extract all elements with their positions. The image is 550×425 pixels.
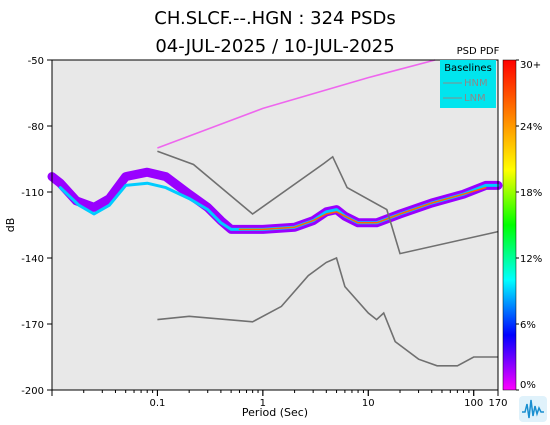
series-lnm-line [157, 256, 498, 367]
y-tick-label: -110 [21, 188, 44, 199]
x-tick-label: 0.1 [149, 398, 165, 409]
x-tick-label: 1 [260, 398, 266, 409]
legend-title: Baselines [444, 63, 492, 74]
y-axis-label: dB [4, 218, 17, 233]
density-layer [47, 167, 503, 234]
y-tick-label: -170 [21, 320, 44, 331]
colorbar-tick-label: 18% [520, 188, 542, 199]
colorbar-ticks: 0% 6% 12% 18% 24% 30+ [516, 59, 542, 391]
baseline-layer [157, 59, 499, 367]
y-axis: -50 -80 -110 -140 -170 -200 [21, 56, 52, 397]
legend: Baselines HNM LNM [440, 60, 496, 108]
x-tick-label: 170 [488, 398, 507, 409]
legend-hnm-label: HNM [464, 78, 488, 89]
density-band-2 [238, 186, 487, 231]
series-upper-bound-line [157, 59, 436, 149]
plot-frame [51, 59, 499, 391]
y-tick-label: -50 [28, 56, 44, 67]
colorbar [502, 59, 517, 391]
logo-icon [519, 396, 547, 422]
colorbar-tick-label: 6% [520, 320, 536, 331]
series-hnm-line [157, 150, 499, 255]
x-tick-label: 100 [464, 398, 483, 409]
colorbar-tick-label: 30+ [520, 60, 541, 71]
y-tick-label: -80 [28, 122, 44, 133]
legend-box [440, 60, 496, 108]
colorbar-tick-label: 12% [520, 254, 542, 265]
chart-title-line1: CH.SLCF.--.HGN : 324 PSDs [154, 8, 395, 29]
legend-lnm-label: LNM [464, 93, 486, 104]
chart-title-line2: 04-JUL-2025 / 10-JUL-2025 [155, 36, 394, 57]
y-tick-label: -140 [21, 254, 44, 265]
x-tick-label: 10 [362, 398, 375, 409]
colorbar-title: PSD PDF [457, 46, 500, 57]
colorbar-tick-label: 24% [520, 122, 542, 133]
x-axis: 0.1 1 10 100 170 [51, 390, 508, 409]
x-axis-label: Period (Sec) [242, 406, 308, 419]
colorbar-tick-label: 0% [520, 380, 536, 391]
y-tick-label: -200 [21, 386, 44, 397]
